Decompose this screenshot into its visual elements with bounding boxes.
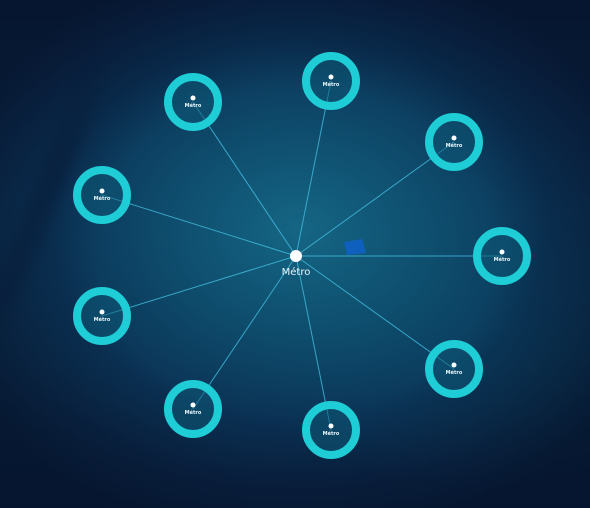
node-label: Métro — [446, 369, 463, 376]
node-label: Métro — [185, 409, 202, 416]
node-9[interactable]: Métro — [73, 166, 131, 224]
edge-5 — [295, 255, 455, 370]
node-4[interactable]: Métro — [473, 227, 531, 285]
edge-6 — [295, 255, 332, 431]
node-3[interactable]: Métro — [425, 113, 483, 171]
node-ring — [164, 73, 222, 131]
node-dot — [190, 95, 196, 101]
edge-7 — [192, 255, 297, 410]
node-label: Métro — [323, 81, 340, 88]
node-dot — [99, 309, 105, 315]
node-ring — [473, 227, 531, 285]
node-dot — [451, 135, 457, 141]
node-dot — [99, 188, 105, 194]
node-ring — [425, 113, 483, 171]
node-ring — [425, 340, 483, 398]
node-ring — [302, 52, 360, 110]
node-ring — [73, 287, 131, 345]
edge-3 — [295, 141, 455, 257]
edge-1 — [192, 101, 297, 257]
node-6[interactable]: Métro — [302, 401, 360, 459]
node-dot — [499, 249, 505, 255]
node-label: Métro — [446, 142, 463, 149]
node-label: Métro — [494, 256, 511, 263]
edge-8 — [101, 255, 297, 317]
node-ring — [302, 401, 360, 459]
node-dot — [328, 423, 334, 429]
node-5[interactable]: Métro — [425, 340, 483, 398]
node-label: Métro — [185, 102, 202, 109]
edge-9 — [101, 194, 297, 257]
hub-label: Métro — [282, 266, 311, 278]
hub-dot — [290, 250, 302, 262]
direction-marker — [344, 239, 366, 255]
node-label: Métro — [94, 316, 111, 323]
node-dot — [451, 362, 457, 368]
hub-node[interactable]: Métro — [282, 250, 311, 278]
node-ring — [73, 166, 131, 224]
node-8[interactable]: Métro — [73, 287, 131, 345]
node-dot — [190, 402, 196, 408]
node-7[interactable]: Métro — [164, 380, 222, 438]
node-1[interactable]: Métro — [164, 73, 222, 131]
node-label: Métro — [94, 195, 111, 202]
edge-layer — [101, 80, 502, 431]
node-2[interactable]: Métro — [302, 52, 360, 110]
node-ring — [164, 380, 222, 438]
node-dot — [328, 74, 334, 80]
node-layer: Métro Métro Métro Métro Métro Métro Métro Métro… — [73, 52, 531, 459]
edge-2 — [295, 80, 332, 257]
node-label: Métro — [323, 430, 340, 437]
